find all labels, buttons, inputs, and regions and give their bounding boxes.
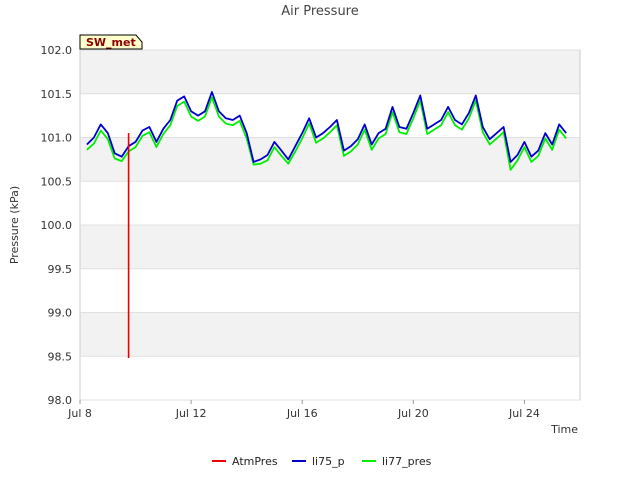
station-badge-label: SW_met <box>86 36 136 49</box>
y-tick-label: 99.0 <box>48 307 73 320</box>
y-axis-label: Pressure (kPa) <box>8 186 21 264</box>
y-tick-label: 98.5 <box>48 350 73 363</box>
plot-band <box>80 312 580 357</box>
series-line-li75-p <box>86 91 567 163</box>
x-tick-label: Jul 20 <box>397 407 429 420</box>
series-line-li77-pres <box>86 96 567 171</box>
y-tick-label: 100.5 <box>41 175 73 188</box>
plot-band <box>80 137 580 182</box>
legend-label: li77_pres <box>382 455 432 468</box>
station-badge-box <box>79 34 143 50</box>
y-tick-label: 101.5 <box>41 88 73 101</box>
x-axis-label: Time <box>550 423 578 436</box>
legend: AtmPres li75_p li77_pres <box>212 455 432 468</box>
x-tick-label: Jul 8 <box>67 407 92 420</box>
y-tick-label: 102.0 <box>41 44 73 57</box>
plot-band <box>80 268 580 313</box>
plot-band <box>80 356 580 400</box>
x-tick-label: Jul 24 <box>508 407 540 420</box>
legend-label: li75_p <box>312 455 345 468</box>
series-layer <box>86 91 567 358</box>
y-axis-ticks: 98.0 98.5 99.0 99.5 100.0 100.5 101.0 101.5 102.… <box>41 44 580 407</box>
plot-background <box>80 50 580 400</box>
chart-title: Air Pressure <box>281 4 359 19</box>
station-badge: SW_met <box>79 34 143 50</box>
plot-band <box>80 50 580 94</box>
x-tick-label: Jul 16 <box>286 407 318 420</box>
legend-label: AtmPres <box>232 455 278 468</box>
y-tick-label: 101.0 <box>41 132 73 145</box>
y-tick-label: 98.0 <box>48 394 73 407</box>
y-tick-label: 99.5 <box>48 263 73 276</box>
plot-band <box>80 181 580 225</box>
plot-band <box>80 225 580 269</box>
y-tick-label: 100.0 <box>41 219 73 232</box>
x-tick-label: Jul 12 <box>175 407 207 420</box>
x-axis-ticks: Jul 8 Jul 12 Jul 16 Jul 20 Jul 24 <box>67 400 540 420</box>
